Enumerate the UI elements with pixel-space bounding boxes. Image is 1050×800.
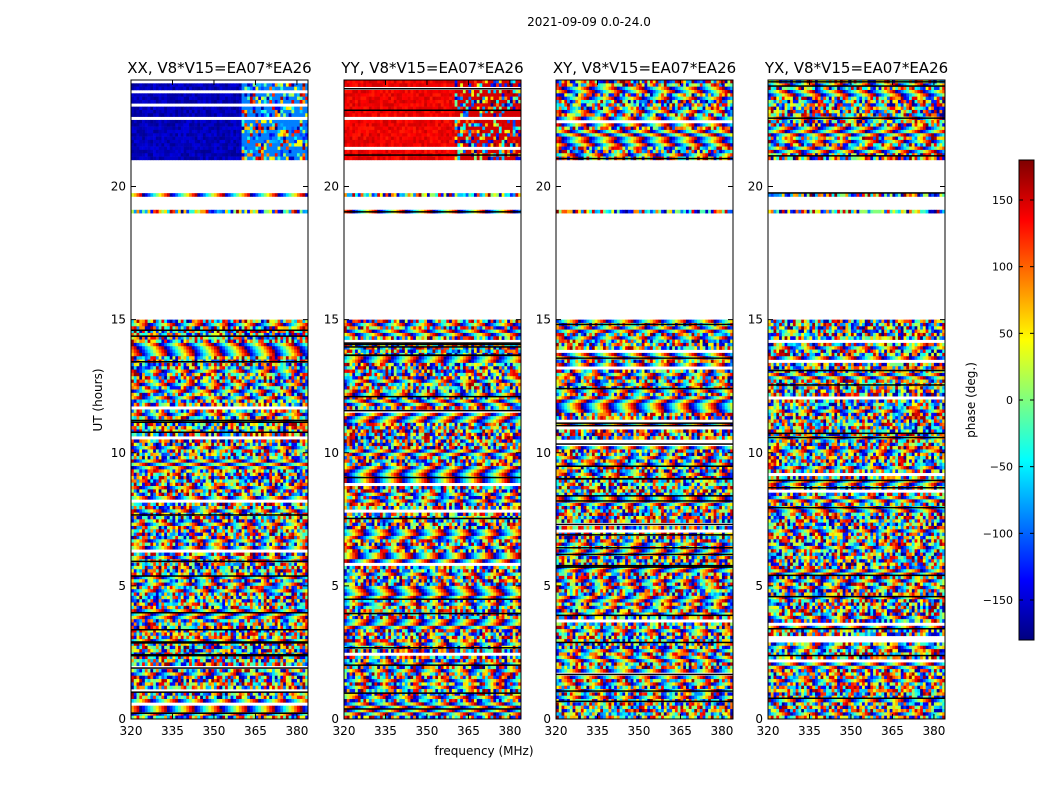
- phase-heatmap: [556, 80, 733, 719]
- x-tick-label: 365: [457, 724, 480, 738]
- x-tick-label: 320: [120, 724, 143, 738]
- panels: XX, V8*V15=EA07*EA26 320 335 350 365 380 0 5 10 1…: [111, 59, 948, 738]
- panel-xy: XY, V8*V15=EA07*EA26 320 335 350 365 380 0 5 10 1…: [536, 59, 736, 738]
- x-tick-label: 335: [798, 724, 821, 738]
- y-tick-label: 0: [755, 712, 763, 726]
- phase-heatmap: [768, 80, 945, 719]
- y-tick-label: 10: [111, 446, 126, 460]
- x-axis-label: frequency (MHz): [434, 744, 533, 758]
- y-tick-label: 20: [111, 180, 126, 194]
- y-tick-label: 20: [536, 180, 551, 194]
- x-tick-label: 350: [840, 724, 863, 738]
- y-tick-label: 0: [331, 712, 339, 726]
- figure-title: 2021-09-09 0.0-24.0: [527, 15, 651, 29]
- panel-title: YY, V8*V15=EA07*EA26: [340, 59, 523, 77]
- panel-frame: [767, 79, 946, 720]
- x-tick-label: 365: [669, 724, 692, 738]
- colorbar-tick-label: 50: [999, 327, 1013, 340]
- y-tick-label: 20: [324, 180, 339, 194]
- y-axis-label: UT (hours): [91, 368, 105, 431]
- x-tick-label: 380: [498, 724, 521, 738]
- y-tick-label: 15: [111, 313, 126, 327]
- panel-frame: [130, 79, 309, 720]
- panel-frame: [555, 79, 734, 720]
- panel-title: XY, V8*V15=EA07*EA26: [553, 59, 736, 77]
- colorbar-ticks: 150 100 50 0 −50 −100 −150: [983, 194, 1034, 607]
- colorbar-tick-label: −50: [990, 461, 1013, 474]
- x-tick-label: 365: [881, 724, 904, 738]
- phase-heatmap: [131, 80, 308, 719]
- x-tick-label: 335: [161, 724, 184, 738]
- y-tick-label: 5: [543, 579, 551, 593]
- phase-heatmap: [344, 80, 521, 719]
- x-tick-label: 335: [374, 724, 397, 738]
- x-tick-label: 350: [203, 724, 226, 738]
- y-tick-label: 15: [748, 313, 763, 327]
- y-tick-label: 20: [748, 180, 763, 194]
- y-tick-label: 10: [748, 446, 763, 460]
- colorbar: 150 100 50 0 −50 −100 −150: [983, 159, 1035, 641]
- panel-yx: YX, V8*V15=EA07*EA26 320 335 350 365 380 0 5 10 1…: [748, 59, 948, 738]
- x-tick-label: 380: [710, 724, 733, 738]
- colorbar-tick-label: 150: [992, 194, 1013, 207]
- y-tick-label: 10: [324, 446, 339, 460]
- y-tick-label: 5: [118, 579, 126, 593]
- colorbar-tick-label: −100: [983, 527, 1013, 540]
- x-tick-label: 350: [416, 724, 439, 738]
- y-tick-label: 15: [324, 313, 339, 327]
- panel-yy: YY, V8*V15=EA07*EA26 320 335 350 365 380 0 5 10 1…: [324, 59, 524, 738]
- y-tick-label: 0: [118, 712, 126, 726]
- x-tick-label: 350: [628, 724, 651, 738]
- panel-xx: XX, V8*V15=EA07*EA26 320 335 350 365 380 0 5 10 1…: [111, 59, 312, 738]
- x-tick-label: 380: [285, 724, 308, 738]
- x-tick-label: 320: [757, 724, 780, 738]
- y-tick-label: 0: [543, 712, 551, 726]
- colorbar-tick-label: 0: [1006, 394, 1013, 407]
- colorbar-label: phase (deg.): [964, 362, 978, 438]
- x-tick-label: 365: [244, 724, 267, 738]
- x-tick-label: 320: [545, 724, 568, 738]
- y-tick-label: 15: [536, 313, 551, 327]
- x-tick-label: 320: [333, 724, 356, 738]
- y-tick-label: 5: [755, 579, 763, 593]
- panel-frame: [343, 79, 522, 720]
- panel-title: YX, V8*V15=EA07*EA26: [764, 59, 948, 77]
- x-tick-label: 380: [922, 724, 945, 738]
- panel-title: XX, V8*V15=EA07*EA26: [127, 59, 311, 77]
- colorbar-tick-label: −150: [983, 594, 1013, 607]
- y-tick-label: 5: [331, 579, 339, 593]
- y-tick-label: 10: [536, 446, 551, 460]
- x-tick-label: 335: [586, 724, 609, 738]
- colorbar-tick-label: 100: [992, 261, 1013, 274]
